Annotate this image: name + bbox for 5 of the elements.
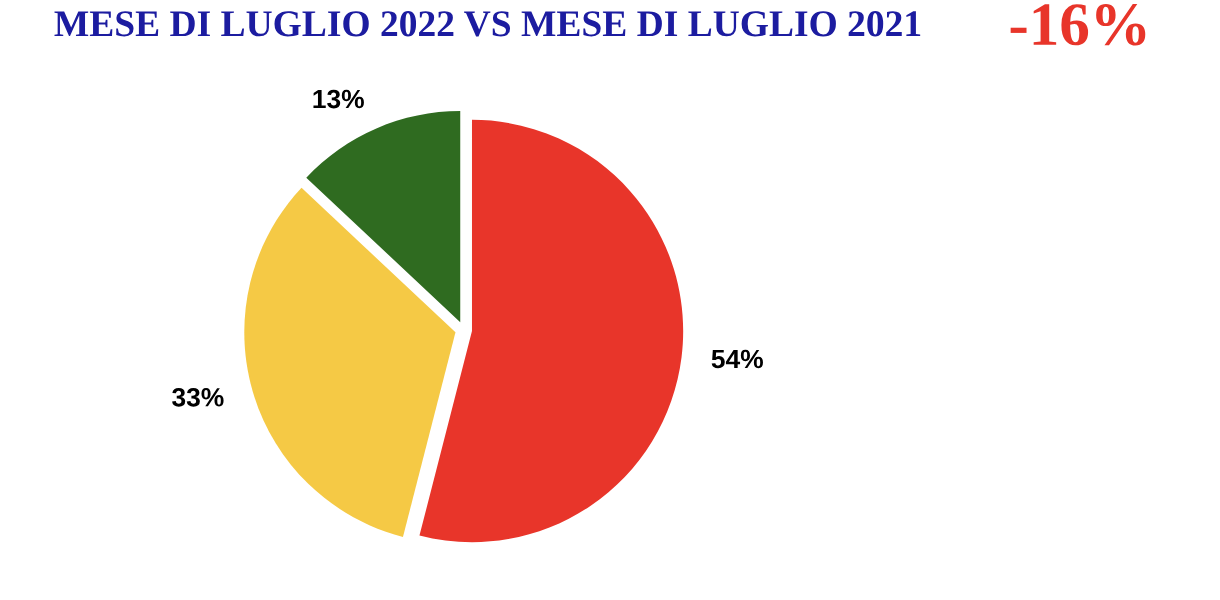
- text: -16%: [1010, 4, 1146, 46]
- chart-title: MESE DI LUGLIO 2022 VS MESE DI LUGLIO 2021: [54, 11, 921, 37]
- data-label: 54%: [711, 349, 763, 369]
- data-label: 13%: [313, 89, 364, 109]
- data-label: 33%: [172, 387, 224, 407]
